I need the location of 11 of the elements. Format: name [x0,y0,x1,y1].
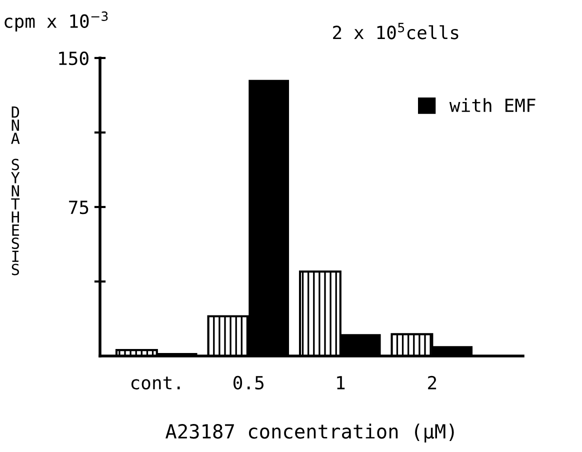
legend-label: with EMF [449,98,536,112]
x-axis-title: A23187 concentration (μM) [166,424,454,442]
text: 2 x 10$^{5}$cells [333,22,458,40]
y-tick-label: 150 [59,52,88,66]
x-tick-label: 2 [428,376,436,390]
text: cpm x 10$^{−3}$ [4,11,108,32]
x-tick-label: 1 [337,376,345,390]
x-tick-label: cont. [131,376,180,390]
x-tick-label: 0.5 [234,376,264,390]
text: DNA SYNTHESIS [11,106,20,276]
y-tick-label: 75 [69,200,88,214]
